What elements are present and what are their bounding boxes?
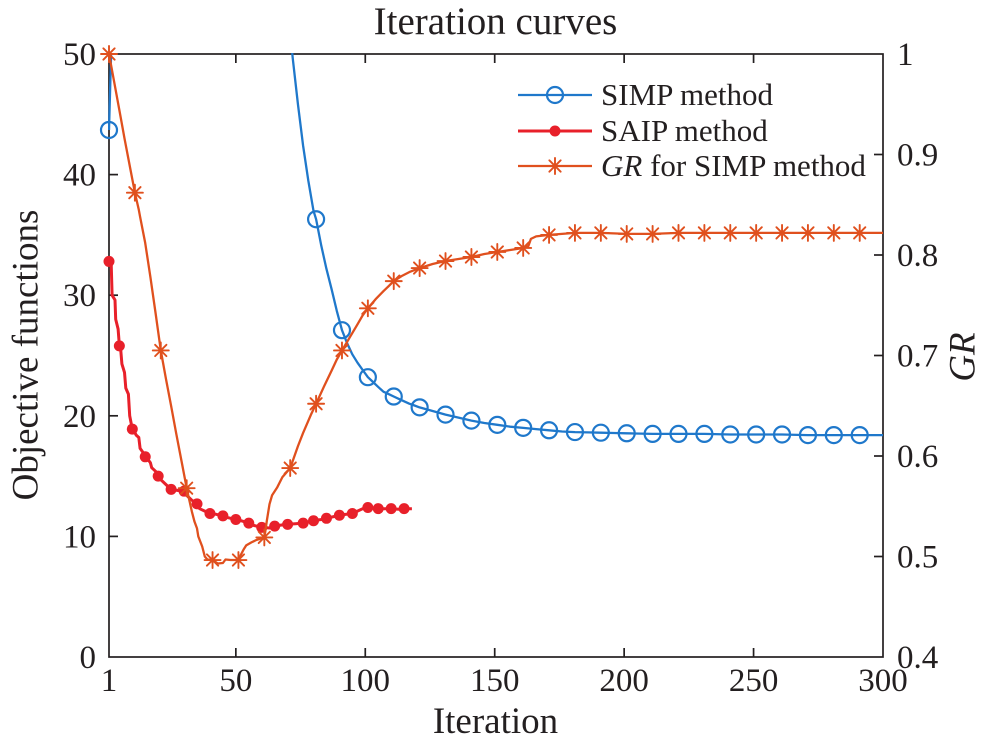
legend-label: SIMP method: [601, 77, 773, 112]
y-left-tick-label: 30: [63, 278, 96, 314]
legend-item-saip-method: SAIP method: [518, 113, 768, 148]
x-tick-label: 100: [341, 663, 391, 699]
x-tick-label: 1: [101, 663, 118, 699]
series-markers: [99, 120, 869, 445]
legend-label: GR for SIMP method: [601, 148, 866, 183]
y-right-tick-label: 1: [897, 37, 914, 73]
y-right-tick-label: 0.4: [897, 640, 938, 676]
axis-tick-labels: 1 50 100 150 200 250 300010203040500.40.50.60.…: [63, 37, 938, 699]
series-gr-for-simp-method: [100, 45, 883, 569]
y-right-tick-label: 0.6: [897, 439, 938, 475]
y-left-tick-label: 20: [63, 399, 96, 435]
x-tick-label: 200: [599, 663, 649, 699]
y-right-tick-label: 0.9: [897, 138, 938, 174]
series-saip-method: [103, 255, 412, 533]
y-left-tick-label: 10: [63, 519, 96, 555]
x-tick-label: 300: [858, 663, 908, 699]
series-markers: [103, 255, 410, 533]
chart-title: Iteration curves: [373, 0, 618, 43]
y-left-tick-label: 40: [63, 158, 96, 194]
y-right-tick-label: 0.8: [897, 238, 938, 274]
series-markers: [100, 45, 869, 569]
x-axis-label: Iteration: [432, 701, 559, 742]
y-left-tick-label: 50: [63, 37, 96, 73]
legend-item-simp-method: SIMP method: [518, 77, 773, 112]
y-right-tick-label: 0.7: [897, 339, 938, 375]
x-tick-label: 150: [470, 663, 520, 699]
legend-item-gr-for-simp-method: GR for SIMP method: [518, 148, 866, 183]
series-simp-method: [99, 53, 883, 445]
series-line: [108, 53, 883, 437]
y-left-axis-label: Objective functions: [5, 209, 47, 501]
x-tick-label: 250: [729, 663, 779, 699]
legend-label: SAIP method: [601, 113, 768, 148]
y-left-tick-label: 0: [80, 640, 97, 676]
y-right-tick-label: 0.5: [897, 540, 938, 576]
y-right-axis-label: GR: [942, 332, 984, 382]
x-tick-label: 50: [219, 663, 252, 699]
